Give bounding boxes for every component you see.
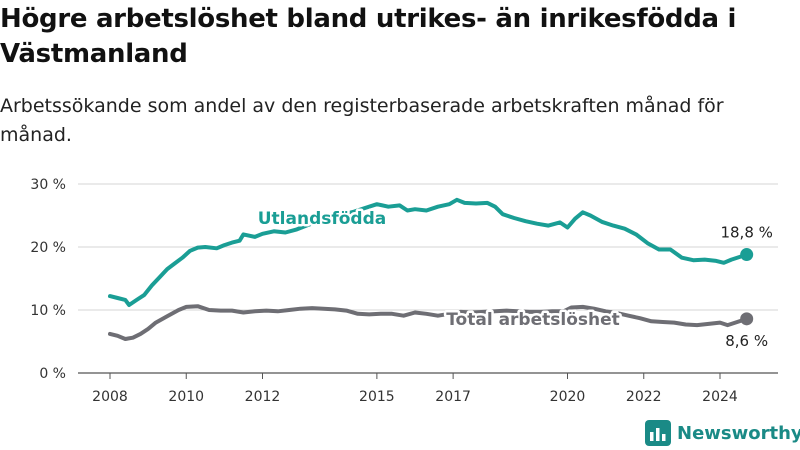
brand: Newsworthy — [645, 420, 800, 446]
series-labels: Utlandsfödda Total arbetslöshet 18,8 % 8,6 … — [255, 207, 775, 353]
chart-subtitle: Arbetssökande som andel av den registerb… — [0, 95, 724, 146]
y-tick-label: 30 % — [30, 177, 66, 193]
y-tick-label: 10 % — [30, 303, 66, 319]
series-end-marker — [740, 248, 754, 262]
y-tick-label: 0 % — [39, 366, 66, 382]
series-lines — [108, 197, 754, 341]
x-tick-label: 2017 — [435, 389, 471, 405]
series-end-marker — [740, 312, 754, 326]
y-axis-tick-labels: 0 % 10 % 20 % 30 % — [30, 177, 66, 382]
series-line-utlandsfodda — [108, 197, 749, 307]
bar-chart-logo-icon — [645, 420, 671, 446]
x-tick-label: 2008 — [92, 389, 128, 405]
series-line-total — [108, 304, 749, 341]
series-name-label: Utlandsfödda — [258, 209, 387, 229]
chart-title: Högre arbetslöshet bland utrikes- än inr… — [0, 4, 737, 69]
x-tick-label: 2012 — [245, 389, 281, 405]
x-tick-label: 2010 — [168, 389, 204, 405]
x-axis-tick-labels: 2008 2010 2012 2015 2017 2020 2022 2024 — [92, 373, 738, 405]
end-value-label: 18,8 % — [720, 224, 772, 242]
grid-lines — [78, 183, 778, 374]
x-tick-label: 2015 — [359, 389, 395, 405]
end-value-label: 8,6 % — [725, 332, 768, 350]
brand-name: Newsworthy — [677, 422, 800, 444]
x-tick-label: 2020 — [550, 389, 586, 405]
x-tick-label: 2022 — [626, 389, 662, 405]
x-tick-label: 2024 — [702, 389, 738, 405]
series-name-label: Total arbetslöshet — [446, 310, 620, 330]
y-tick-label: 20 % — [30, 240, 66, 256]
